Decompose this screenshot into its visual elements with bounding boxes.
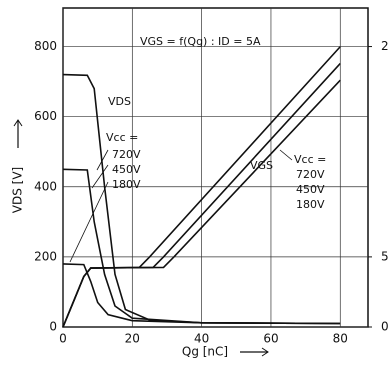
y-tick-label: 800: [34, 39, 57, 53]
y-tick-label: 400: [34, 179, 57, 193]
y-tick-label: 600: [34, 109, 57, 123]
annotation: VGS = f(Qg) : ID = 5A: [140, 35, 261, 48]
series-line: [62, 79, 341, 328]
annotation: Vcc =: [106, 131, 138, 144]
annotation: 180V: [112, 178, 141, 191]
pointer: [69, 181, 109, 263]
annotation: 450V: [296, 183, 325, 196]
x-tick-label: 20: [125, 332, 140, 346]
y-tick-label: 200: [34, 249, 57, 263]
y-tick-label: 0: [49, 320, 57, 334]
annotation: VDS: [108, 95, 131, 108]
series-line: [62, 263, 341, 325]
y-arrow-head: [13, 119, 23, 127]
x-axis-label: Qg [nC]: [182, 345, 228, 359]
pointer: [91, 164, 109, 189]
annotation: Vcc =: [294, 153, 326, 166]
x-tick-label: 0: [59, 332, 67, 346]
y-axis-label: VDS [V]: [11, 167, 25, 213]
x-tick-label: 60: [263, 332, 278, 346]
annotation: 720V: [112, 148, 141, 161]
x-tick-label: 80: [333, 332, 348, 346]
y2-tick-label: 5: [381, 249, 389, 263]
x-tick-label: 40: [194, 332, 209, 346]
annotation: 180V: [296, 198, 325, 211]
annotation: VGS: [250, 159, 273, 172]
x-arrow-head: [261, 347, 269, 357]
annotation: 720V: [296, 168, 325, 181]
y2-tick-label: 0: [381, 320, 389, 334]
pointer: [279, 149, 293, 161]
annotation: 450V: [112, 163, 141, 176]
y2-tick-label: 2: [381, 39, 389, 53]
